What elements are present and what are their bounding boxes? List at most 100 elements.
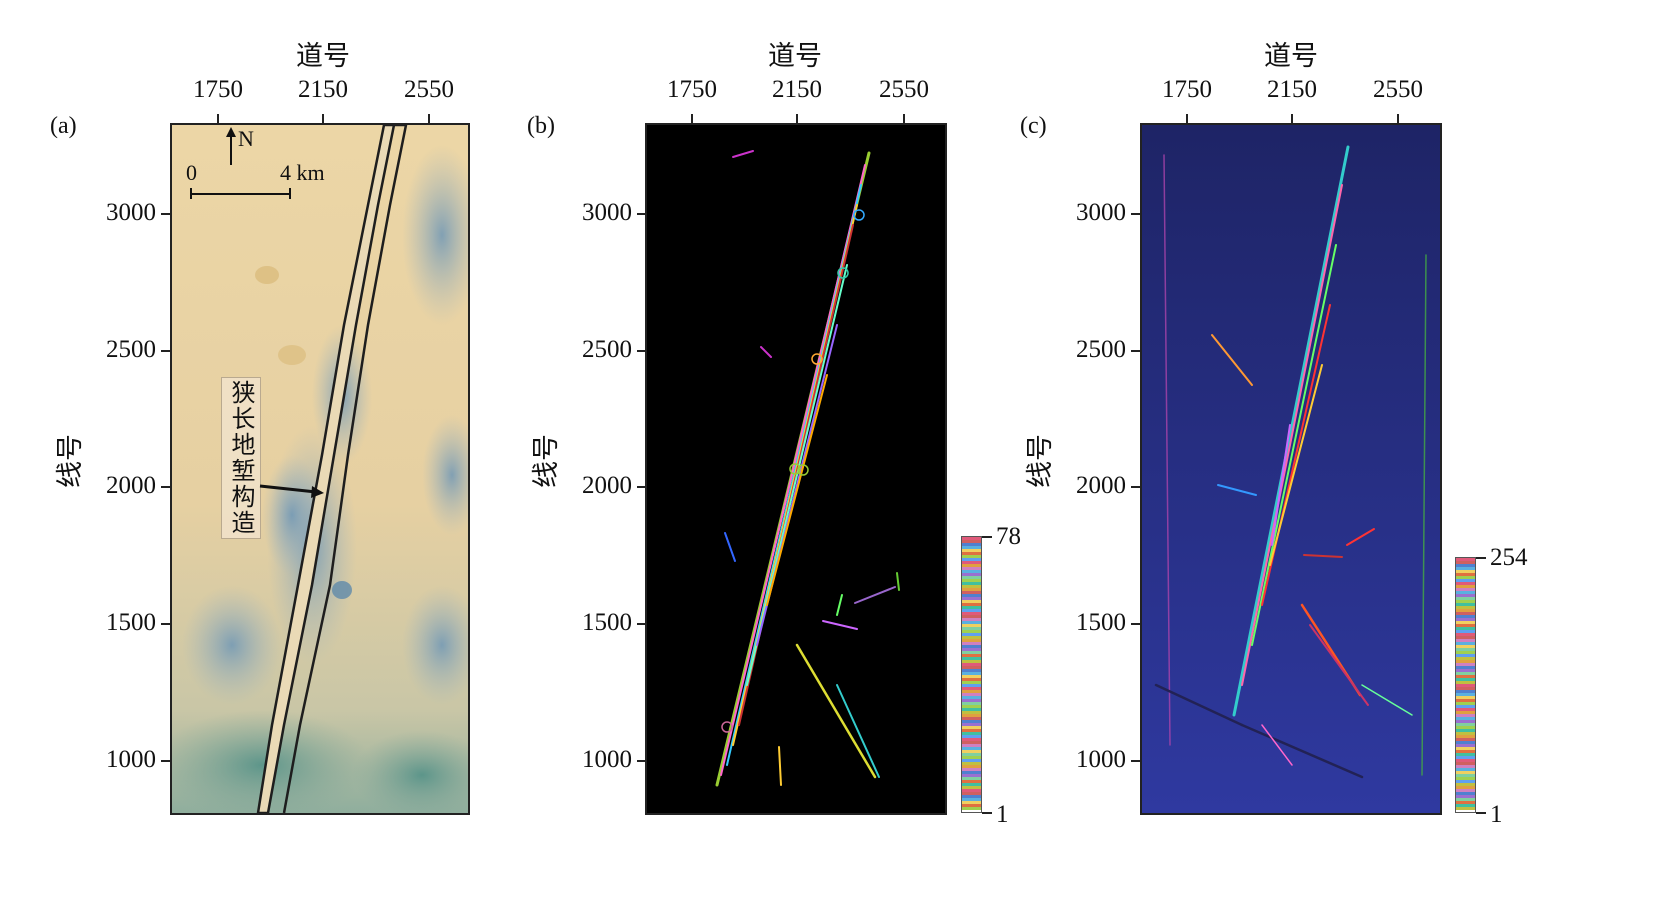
tick-mark: [161, 623, 170, 625]
tick-mark: [637, 760, 646, 762]
colorbar-stripe: [1456, 678, 1475, 681]
panel-c-x-tick: 1750: [1162, 76, 1212, 103]
colorbar-stripe: [962, 603, 981, 606]
tick-mark: [322, 114, 324, 123]
tick-mark: [217, 114, 219, 123]
panel-c-y-tick: 3000: [1076, 199, 1126, 226]
colorbar-stripe: [962, 789, 981, 792]
colorbar-stripe: [962, 753, 981, 756]
colorbar-stripe: [1456, 729, 1475, 732]
panel-c-label: (c): [1020, 113, 1047, 139]
colorbar-stripe: [1456, 579, 1475, 582]
colorbar-c-max: 254: [1490, 544, 1528, 571]
colorbar-stripe: [962, 555, 981, 558]
panel-b-colorbar: [961, 536, 982, 813]
colorbar-stripe: [1456, 687, 1475, 690]
tick-mark: [1131, 623, 1140, 625]
colorbar-stripe: [1456, 621, 1475, 624]
scale-bar-end: 4 km: [280, 160, 325, 185]
colorbar-stripe: [962, 546, 981, 549]
colorbar-stripe: [1456, 747, 1475, 750]
colorbar-stripe: [962, 615, 981, 618]
colorbar-stripe: [1456, 588, 1475, 591]
colorbar-stripe: [1456, 573, 1475, 576]
colorbar-stripe: [1456, 774, 1475, 777]
tick-mark: [161, 213, 170, 215]
colorbar-b-min: 1: [996, 801, 1009, 828]
tick-mark: [161, 760, 170, 762]
colorbar-stripe: [1456, 600, 1475, 603]
tick-mark: [903, 114, 905, 123]
panel-b-y-tick: 1500: [582, 609, 632, 636]
colorbar-stripe: [962, 591, 981, 594]
colorbar-stripe: [962, 570, 981, 573]
colorbar-stripe: [1456, 807, 1475, 810]
colorbar-stripe: [962, 717, 981, 720]
colorbar-stripe: [962, 597, 981, 600]
colorbar-stripe: [1456, 594, 1475, 597]
colorbar-stripe: [1456, 558, 1475, 561]
colorbar-stripe: [962, 729, 981, 732]
colorbar-stripe: [1456, 672, 1475, 675]
graben-annotation-text: 狭长地堑构造: [227, 380, 255, 536]
colorbar-stripe: [1456, 669, 1475, 672]
colorbar-stripe: [1456, 765, 1475, 768]
colorbar-stripe: [962, 651, 981, 654]
panel-a-map: [170, 123, 470, 815]
colorbar-stripe: [962, 666, 981, 669]
panel-c-y-tick: 2000: [1076, 472, 1126, 499]
colorbar-stripe: [962, 735, 981, 738]
colorbar-stripe: [962, 648, 981, 651]
colorbar-stripe: [962, 723, 981, 726]
colorbar-stripe: [1456, 705, 1475, 708]
colorbar-stripe: [1456, 660, 1475, 663]
colorbar-stripe: [1456, 717, 1475, 720]
panel-b-x-tick: 1750: [667, 76, 717, 103]
colorbar-stripe: [1456, 636, 1475, 639]
colorbar-stripe: [962, 645, 981, 648]
colorbar-c-min: 1: [1490, 801, 1503, 828]
panel-c-y-tick: 2500: [1076, 336, 1126, 363]
scale-bar: [190, 188, 291, 199]
tick-mark: [1131, 760, 1140, 762]
fault-lines-c: [1154, 145, 1427, 779]
colorbar-stripe: [962, 561, 981, 564]
colorbar-stripe: [962, 774, 981, 777]
colorbar-stripe: [962, 765, 981, 768]
colorbar-stripe: [1456, 657, 1475, 660]
colorbar-stripe: [962, 699, 981, 702]
tick-mark: [161, 350, 170, 352]
tick-mark: [1131, 213, 1140, 215]
panel-a-y-tick: 2500: [106, 336, 156, 363]
colorbar-stripe: [1456, 693, 1475, 696]
colorbar-stripe: [1456, 609, 1475, 612]
colorbar-stripe: [1456, 606, 1475, 609]
colorbar-stripe: [962, 657, 981, 660]
colorbar-stripe: [1456, 624, 1475, 627]
colorbar-stripe: [1456, 795, 1475, 798]
colorbar-stripe: [962, 750, 981, 753]
colorbar-stripe: [962, 612, 981, 615]
panel-a-x-tick: 2550: [404, 76, 454, 103]
colorbar-stripe: [1456, 564, 1475, 567]
panel-c-x-tick: 2550: [1373, 76, 1423, 103]
colorbar-stripe: [962, 639, 981, 642]
colorbar-stripe: [1456, 783, 1475, 786]
colorbar-stripe: [1456, 663, 1475, 666]
colorbar-stripe: [1456, 651, 1475, 654]
colorbar-stripe: [1456, 612, 1475, 615]
colorbar-stripe: [962, 537, 981, 540]
colorbar-stripe: [1456, 690, 1475, 693]
colorbar-stripe: [1456, 714, 1475, 717]
colorbar-stripe: [1456, 645, 1475, 648]
colorbar-stripe: [962, 564, 981, 567]
colorbar-stripe: [1456, 561, 1475, 564]
colorbar-stripe: [962, 714, 981, 717]
colorbar-stripe: [1456, 699, 1475, 702]
colorbar-stripe: [1456, 591, 1475, 594]
colorbar-stripe: [962, 672, 981, 675]
colorbar-stripe: [1456, 696, 1475, 699]
colorbar-stripe: [962, 576, 981, 579]
colorbar-stripe: [962, 585, 981, 588]
panel-c-fault-image: [1140, 123, 1442, 815]
